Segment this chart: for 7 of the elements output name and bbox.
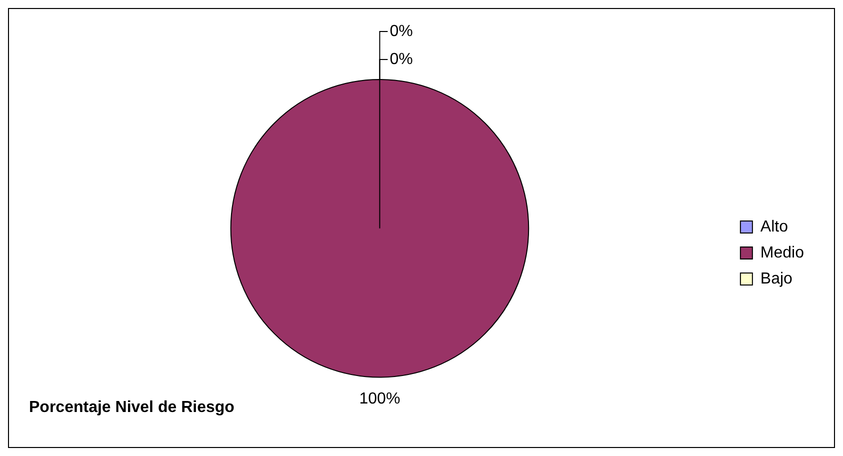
- legend-label: Bajo: [760, 270, 793, 288]
- legend-label: Medio: [760, 244, 804, 262]
- text: 0%: [390, 50, 413, 68]
- data-label: 100%: [359, 390, 400, 408]
- text: 0%: [390, 22, 413, 40]
- legend-label: Alto: [760, 218, 788, 236]
- text: Porcentaje Nivel de Riesgo: [29, 398, 235, 416]
